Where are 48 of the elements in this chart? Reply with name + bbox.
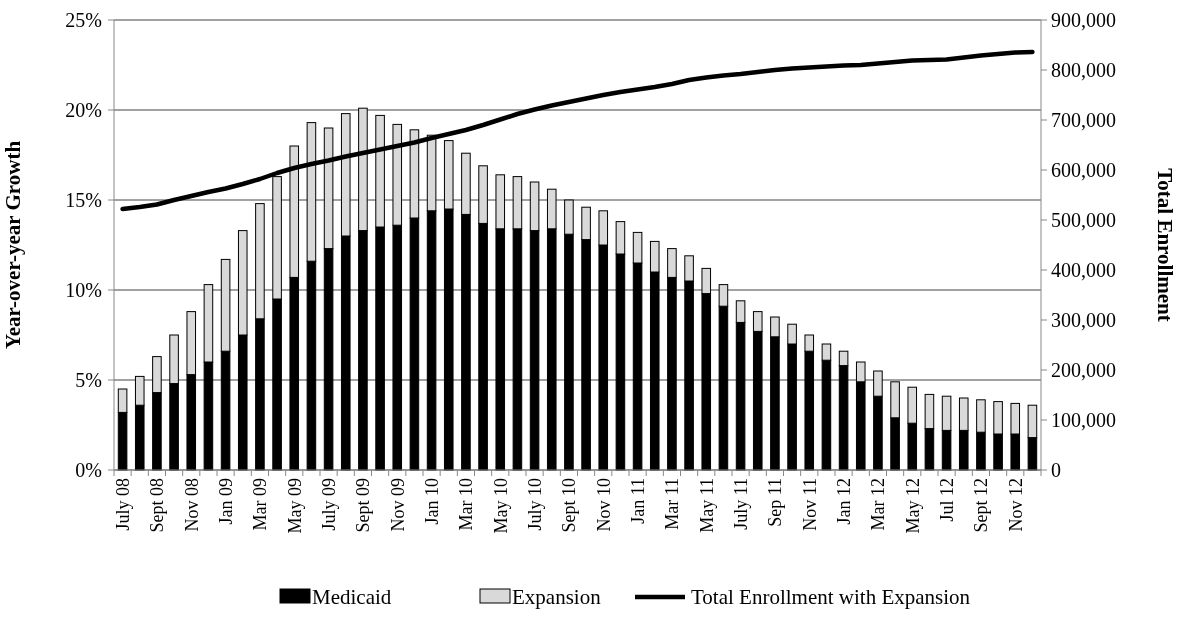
- y2-tick-label: 800,000: [1051, 59, 1116, 81]
- y2-tick-label: 300,000: [1051, 309, 1116, 331]
- x-tick-label: Jan 09: [215, 478, 236, 525]
- legend-label: Total Enrollment with Expansion: [691, 585, 971, 609]
- x-tick-label: Nov 12: [1005, 478, 1026, 532]
- x-tick-label: Jul 12: [936, 478, 957, 522]
- x-tick-label: May 12: [902, 478, 923, 534]
- y2-axis-title: Total Enrollment: [1153, 168, 1177, 322]
- x-tick-label: Sept 09: [353, 478, 374, 533]
- y2-tick-label: 600,000: [1051, 159, 1116, 181]
- x-tick-label: Sept 10: [559, 478, 580, 533]
- y2-tick-label: 700,000: [1051, 109, 1116, 131]
- x-tick-label: Jan 11: [627, 478, 648, 524]
- x-tick-label: Nov 08: [181, 478, 202, 532]
- y2-tick-label: 900,000: [1051, 9, 1116, 31]
- x-tick-label: Mar 11: [662, 478, 683, 530]
- x-tick-label: Sep 11: [765, 478, 786, 527]
- y2-tick-label: 400,000: [1051, 259, 1116, 281]
- x-tick-label: May 09: [284, 478, 305, 534]
- x-tick-label: Sept 08: [147, 478, 168, 533]
- y-tick-label: 5%: [75, 369, 102, 391]
- x-tick-label: Nov 10: [593, 478, 614, 532]
- y2-tick-label: 200,000: [1051, 359, 1116, 381]
- legend-label: Medicaid: [312, 585, 392, 609]
- x-tick-label: Mar 10: [456, 478, 477, 531]
- x-tick-label: July 08: [112, 478, 133, 531]
- x-tick-label: Mar 09: [250, 478, 271, 531]
- x-tick-label: May 11: [696, 478, 717, 533]
- legend-label: Expansion: [512, 585, 602, 609]
- x-tick-label: Nov 11: [799, 478, 820, 531]
- x-tick-label: Mar 12: [868, 478, 889, 531]
- x-tick-label: Nov 09: [387, 478, 408, 532]
- x-tick-label: Jan 10: [421, 478, 442, 525]
- y-tick-label: 15%: [65, 189, 102, 211]
- y-tick-label: 0%: [75, 459, 102, 481]
- x-tick-label: May 10: [490, 478, 511, 534]
- x-tick-label: Jan 12: [833, 478, 854, 525]
- x-tick-label: Sept 12: [971, 478, 992, 533]
- y-axis-title: Year-over-year Growth: [1, 140, 25, 350]
- y2-tick-label: 500,000: [1051, 209, 1116, 231]
- y-tick-label: 10%: [65, 279, 102, 301]
- y2-tick-label: 100,000: [1051, 409, 1116, 431]
- y-tick-label: 20%: [65, 99, 102, 121]
- y2-tick-label: 0: [1051, 459, 1061, 481]
- y-tick-label: 25%: [65, 9, 102, 31]
- x-tick-label: July 11: [730, 478, 751, 530]
- x-tick-label: July 10: [524, 478, 545, 531]
- x-tick-label: July 09: [318, 478, 339, 531]
